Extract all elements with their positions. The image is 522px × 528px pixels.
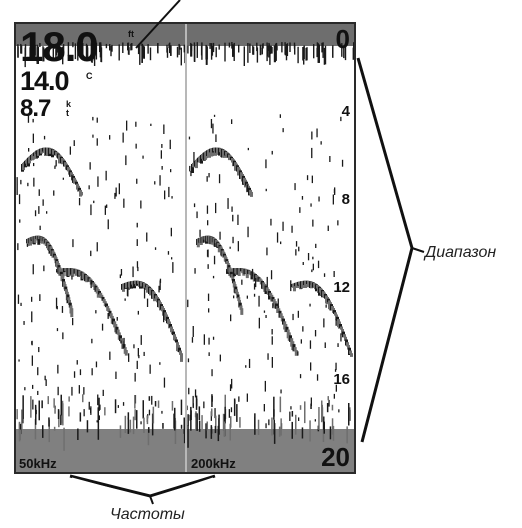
sonar-display [16,24,354,472]
frequency-label-200khz: 200kHz [191,456,236,471]
depth-scale-20: 20 [321,442,350,472]
range-callout: Диапазон [425,244,497,261]
speed-readout: 8.7 [20,95,51,122]
depth-leader-line [135,0,181,49]
range-bracket-tip [411,247,425,253]
frequency-bracket-inner [71,477,214,500]
sonar-returns [16,24,354,472]
depth-scale-0: 0 [335,24,350,54]
depth-readout: 18.0 [20,23,99,70]
depth-scale-4: 4 [341,103,350,120]
frequencies-callout: Частоты [110,506,185,523]
depth-scale-16: 16 [333,371,350,388]
sonar-screen: 18.0 ft 14.0 C 8.7 kt 0 4 8 12 16 20 50k… [14,22,356,474]
depth-scale-12: 12 [333,279,350,296]
frequency-label-50khz: 50kHz [19,456,57,471]
temperature-readout: 14.0 [20,66,70,96]
temperature-unit: C [86,71,93,81]
range-bracket-outer [356,57,414,443]
frequency-bracket-tip [149,495,154,505]
speed-unit: kt [66,99,72,118]
depth-unit: ft [128,29,134,39]
range-bracket-inner [361,57,417,443]
depth-scale-8: 8 [341,191,350,208]
frequency-bracket-outer [69,474,216,498]
